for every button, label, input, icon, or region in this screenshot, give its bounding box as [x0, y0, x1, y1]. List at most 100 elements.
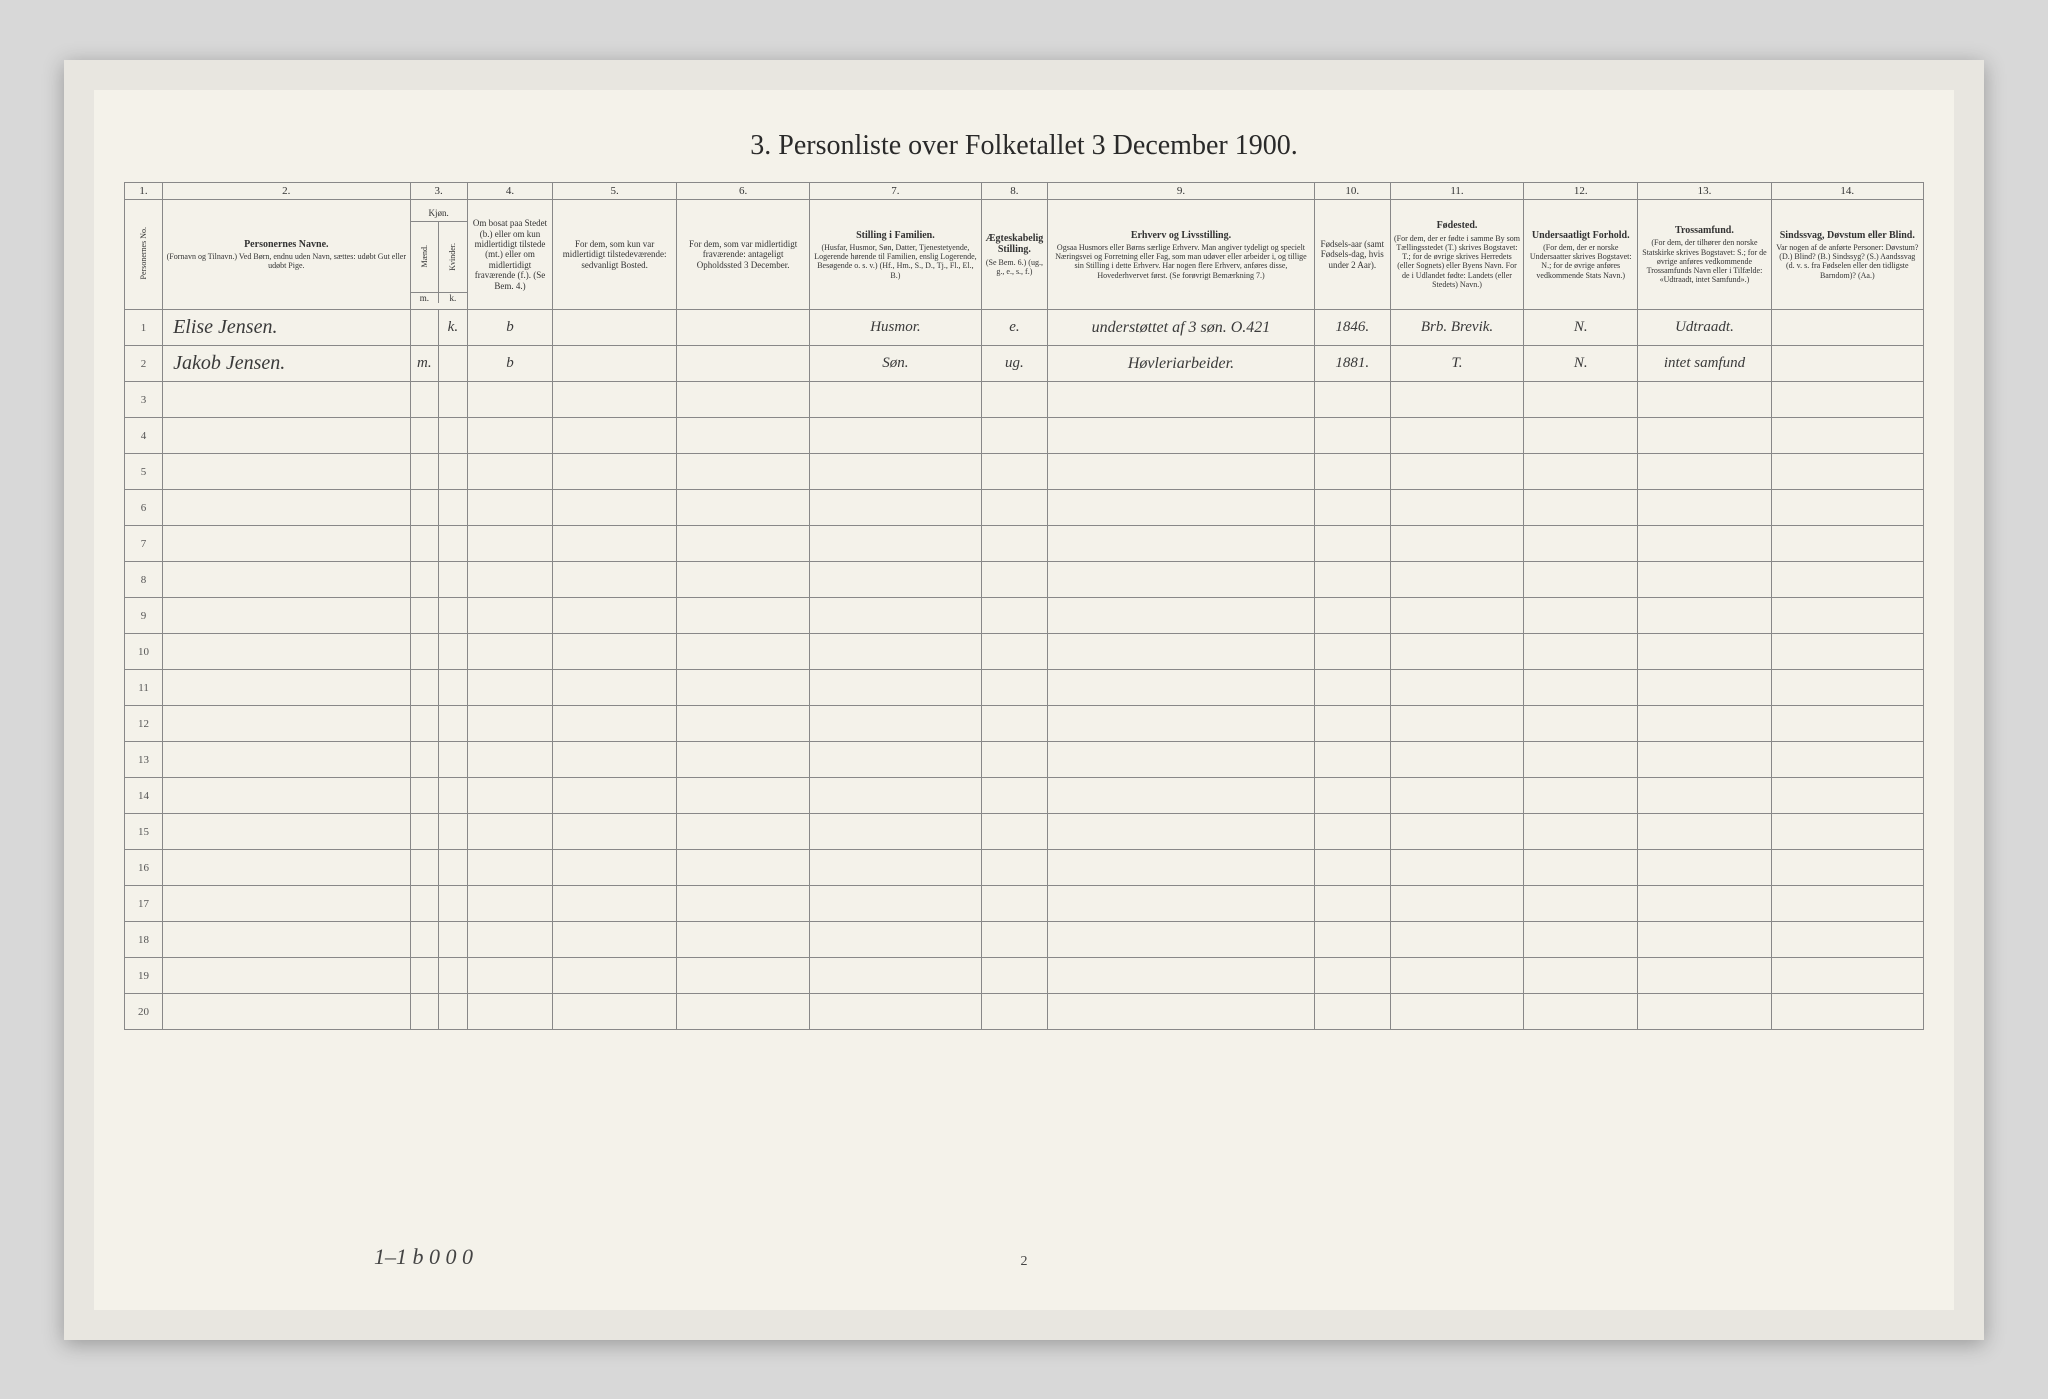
cell-empty	[1771, 814, 1923, 850]
cell-empty	[981, 418, 1048, 454]
table-row: 8	[125, 562, 1924, 598]
cell-empty	[810, 562, 981, 598]
row-number: 12	[125, 706, 163, 742]
cell-empty	[1638, 922, 1771, 958]
cell-empty	[1048, 418, 1315, 454]
cell-empty	[1524, 634, 1638, 670]
cell-empty	[439, 994, 468, 1030]
cell-empty	[439, 850, 468, 886]
cell-empty	[410, 994, 439, 1030]
cell-empty	[467, 958, 553, 994]
colnum: 10.	[1314, 182, 1390, 200]
cell-empty	[1524, 454, 1638, 490]
cell-empty	[553, 994, 677, 1030]
row-number: 15	[125, 814, 163, 850]
cell-empty	[981, 994, 1048, 1030]
cell-empty	[1771, 922, 1923, 958]
cell-empty	[439, 382, 468, 418]
cell-empty	[163, 958, 410, 994]
cell-empty	[410, 382, 439, 418]
colnum: 6.	[677, 182, 810, 200]
cell-empty	[439, 490, 468, 526]
cell-empty	[1048, 706, 1315, 742]
cell-empty	[1048, 598, 1315, 634]
cell-empty	[439, 634, 468, 670]
cell-birthplace: T.	[1390, 346, 1523, 382]
cell-empty	[553, 850, 677, 886]
cell-empty	[163, 670, 410, 706]
cell-empty	[1524, 958, 1638, 994]
cell-empty	[1314, 490, 1390, 526]
cell-empty	[1638, 382, 1771, 418]
header-nationality: Undersaatligt Forhold. (For dem, der er …	[1524, 200, 1638, 310]
cell-empty	[553, 418, 677, 454]
cell-marital: ug.	[981, 346, 1048, 382]
page-title: 3. Personliste over Folketallet 3 Decemb…	[124, 130, 1924, 162]
cell-empty	[410, 490, 439, 526]
cell-empty	[677, 994, 810, 1030]
cell-name: Jakob Jensen.	[163, 346, 410, 382]
row-number: 18	[125, 922, 163, 958]
cell-empty	[1771, 742, 1923, 778]
cell-empty	[810, 850, 981, 886]
cell-empty	[553, 778, 677, 814]
colnum: 5.	[553, 182, 677, 200]
cell-empty	[1638, 994, 1771, 1030]
cell-occupation: Høvleriarbeider.	[1048, 346, 1315, 382]
table-row: 7	[125, 526, 1924, 562]
table-row: 6	[125, 490, 1924, 526]
table-row: 11	[125, 670, 1924, 706]
cell-empty	[1390, 598, 1523, 634]
cell-empty	[1638, 850, 1771, 886]
cell-empty	[1771, 670, 1923, 706]
cell-empty	[1048, 490, 1315, 526]
table-row: 19	[125, 958, 1924, 994]
cell-empty	[163, 562, 410, 598]
cell-residence: b	[467, 310, 553, 346]
cell-empty	[439, 742, 468, 778]
cell-empty	[467, 670, 553, 706]
cell-empty	[439, 886, 468, 922]
cell-empty	[467, 922, 553, 958]
cell-empty	[410, 958, 439, 994]
header-sex: Kjøn. Mænd. Kvinder. m. k.	[410, 200, 467, 310]
cell-empty	[1314, 814, 1390, 850]
table-row: 1 Elise Jensen. k. b Husmor. e. understø…	[125, 310, 1924, 346]
header-religion: Trossamfund. (For dem, der tilhører den …	[1638, 200, 1771, 310]
cell-empty	[439, 526, 468, 562]
cell-empty	[553, 958, 677, 994]
cell-empty	[410, 418, 439, 454]
cell-disability	[1771, 310, 1923, 346]
cell-empty	[981, 454, 1048, 490]
cell-empty	[1390, 634, 1523, 670]
table-row: 17	[125, 886, 1924, 922]
cell-empty	[439, 778, 468, 814]
cell-empty	[677, 814, 810, 850]
cell-empty	[810, 922, 981, 958]
cell-empty	[163, 598, 410, 634]
cell-name: Elise Jensen.	[163, 310, 410, 346]
cell-empty	[439, 922, 468, 958]
cell-empty	[1048, 850, 1315, 886]
table-row: 10	[125, 634, 1924, 670]
cell-family-position: Husmor.	[810, 310, 981, 346]
cell-empty	[1390, 922, 1523, 958]
cell-empty	[1390, 994, 1523, 1030]
cell-empty	[1771, 850, 1923, 886]
cell-empty	[163, 778, 410, 814]
cell-nationality: N.	[1524, 310, 1638, 346]
header-temp-present: For dem, som kun var midlertidigt tilste…	[553, 200, 677, 310]
cell-empty	[1390, 382, 1523, 418]
cell-empty	[439, 814, 468, 850]
cell-empty	[677, 382, 810, 418]
cell-empty	[1524, 778, 1638, 814]
cell-temp-absent	[677, 310, 810, 346]
page-number: 2	[1021, 1254, 1028, 1270]
cell-empty	[1638, 886, 1771, 922]
cell-empty	[1524, 994, 1638, 1030]
cell-empty	[410, 850, 439, 886]
document-frame: 3. Personliste over Folketallet 3 Decemb…	[64, 60, 1984, 1340]
cell-empty	[553, 670, 677, 706]
cell-empty	[1771, 634, 1923, 670]
cell-empty	[1771, 526, 1923, 562]
